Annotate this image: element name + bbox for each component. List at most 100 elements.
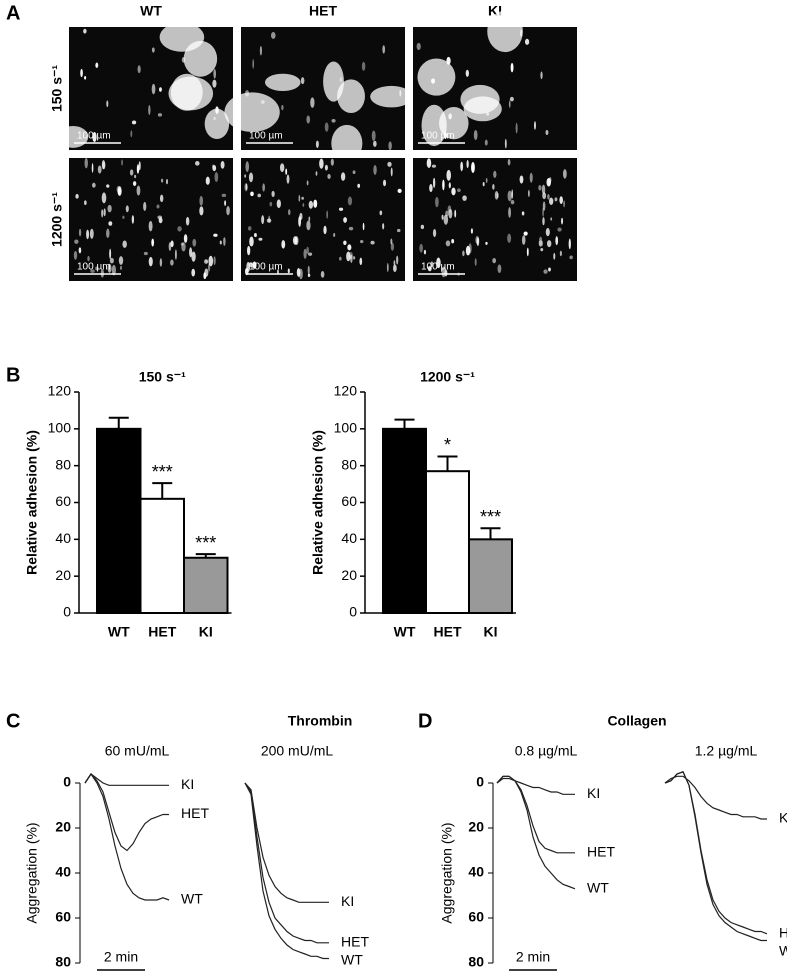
platelet (213, 68, 217, 79)
significance: *** (195, 533, 216, 553)
platelet (298, 194, 301, 202)
platelet (253, 233, 257, 238)
platelet (249, 236, 254, 247)
trace (84, 773, 169, 852)
series-label: KI (341, 893, 354, 909)
y-tick-label: 0 (476, 774, 484, 790)
platelet (362, 222, 365, 231)
panel-label: A (6, 2, 20, 24)
platelet (465, 69, 469, 77)
platelet (340, 172, 346, 181)
platelet (95, 62, 99, 68)
platelet (471, 161, 475, 173)
platelet (445, 240, 451, 247)
platelet (439, 107, 469, 140)
platelet (538, 240, 544, 247)
trace (244, 782, 329, 944)
platelet (170, 259, 174, 266)
platelet (148, 256, 153, 267)
platelet (543, 269, 548, 274)
platelet (343, 217, 347, 223)
platelet (397, 188, 402, 193)
platelet (285, 168, 288, 175)
platelet (482, 181, 485, 187)
platelet (371, 130, 376, 142)
platelet (261, 215, 265, 225)
bar (468, 538, 513, 614)
platelet (191, 251, 196, 262)
platelet (399, 89, 402, 97)
platelet (138, 161, 141, 171)
platelet (109, 257, 114, 264)
panel-label: B (6, 364, 20, 386)
platelet (359, 257, 363, 266)
panel-label: C (6, 710, 20, 732)
platelet (460, 84, 500, 114)
platelet (379, 210, 383, 216)
platelet (181, 56, 186, 63)
platelet (441, 214, 444, 220)
y-tick-label: 40 (341, 530, 357, 546)
platelet (448, 182, 451, 189)
scale-bar-label: 100 µm (421, 262, 455, 273)
series-label: HET (587, 843, 615, 859)
platelet (151, 47, 155, 53)
platelet (89, 228, 94, 239)
platelet (485, 241, 488, 245)
trace (244, 782, 329, 960)
x-tick-label: WT (394, 624, 416, 640)
platelet (432, 177, 436, 189)
platelet (350, 254, 353, 263)
platelet (510, 199, 515, 205)
platelet (250, 191, 254, 197)
series-label: HET (181, 805, 209, 821)
platelet (520, 29, 523, 37)
platelet (361, 61, 366, 71)
platelet (339, 76, 343, 83)
platelet (277, 269, 279, 275)
platelet (292, 236, 298, 245)
platelet (84, 75, 87, 80)
platelet (347, 196, 353, 206)
series-label: KI (587, 785, 600, 801)
platelet (247, 245, 251, 256)
row-label: 150 s⁻¹ (49, 65, 65, 112)
platelet (73, 250, 78, 260)
trace (664, 775, 767, 820)
platelet (308, 252, 313, 256)
platelet (248, 262, 253, 268)
platelet (159, 22, 205, 52)
platelet (432, 229, 437, 238)
platelet (160, 178, 164, 183)
platelet (319, 158, 324, 169)
platelet (396, 255, 399, 265)
platelet (208, 255, 214, 267)
platelet (348, 226, 354, 231)
platelet (545, 227, 550, 237)
panel-title: Thrombin (288, 713, 353, 729)
platelet (427, 266, 432, 272)
platelet (462, 195, 467, 201)
platelet (511, 189, 514, 199)
platelet (416, 42, 421, 51)
platelet (569, 255, 573, 260)
platelet (523, 231, 528, 236)
platelet (92, 131, 97, 143)
platelet (286, 174, 290, 184)
panel-label: D (418, 710, 432, 732)
platelet (195, 161, 200, 166)
platelet (390, 242, 395, 251)
platelet (443, 132, 447, 140)
scale-bar-label: 100 µm (249, 262, 283, 273)
time-scale-label: 2 min (104, 949, 138, 965)
platelet (84, 200, 87, 206)
platelet (446, 56, 451, 65)
platelet (330, 158, 334, 166)
platelet (448, 113, 452, 120)
platelet (549, 197, 554, 205)
platelet (315, 140, 319, 148)
platelet (421, 104, 447, 147)
platelet (563, 200, 565, 208)
platelet (470, 228, 473, 234)
platelet (226, 206, 230, 216)
